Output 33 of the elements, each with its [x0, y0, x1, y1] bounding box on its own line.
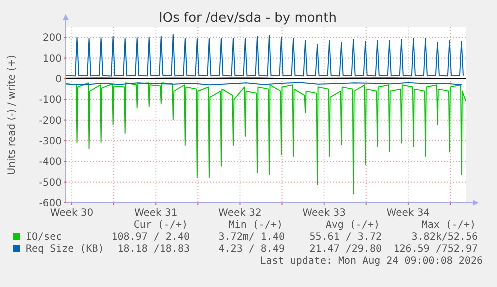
- x-tick-label: Week 31: [134, 208, 178, 219]
- text: 126.59 /752.97: [394, 244, 478, 255]
- y-tick-label: -100: [39, 95, 62, 106]
- legend-label: Req Size (KB): [26, 244, 104, 255]
- text: Last update: Mon Aug 24 09:00:08 2026: [260, 256, 483, 267]
- text: 21.47 /29.80: [310, 244, 382, 255]
- legend-label: IO/sec: [26, 232, 62, 243]
- y-tick-label: -200: [39, 116, 62, 127]
- y-axis-title: Units read (-) / write (+): [7, 55, 18, 176]
- text: 108.97 / 2.40: [112, 232, 190, 243]
- chart-title: IOs for /dev/sda - by month: [159, 11, 337, 26]
- y-tick-label: 0: [56, 74, 62, 86]
- text: Min (-/+): [228, 220, 283, 231]
- text: Cur (-/+): [134, 220, 188, 231]
- y-tick-label: -300: [39, 136, 62, 148]
- y-tick-label: -400: [39, 157, 62, 168]
- line-series: [66, 34, 464, 77]
- text: 3.72m/ 1.40: [218, 232, 285, 243]
- x-tick-label: Week 30: [50, 208, 94, 219]
- text: 18.18 /18.83: [118, 244, 190, 255]
- text: 55.61 / 3.72: [310, 232, 382, 243]
- y-tick-label: -500: [39, 178, 62, 189]
- text: 3.82k/52.56: [412, 232, 478, 243]
- y-tick-label: -600: [39, 198, 62, 210]
- x-tick-label: Week 32: [218, 208, 262, 219]
- y-tick-label: 200: [42, 33, 62, 44]
- text: Avg (-/+): [326, 220, 380, 231]
- x-tick-label: Week 33: [302, 208, 346, 219]
- line-series: [66, 82, 466, 195]
- text: Max (-/+): [422, 220, 476, 231]
- text: 4.23 / 8.49: [218, 244, 285, 255]
- x-tick-label: Week 34: [386, 208, 430, 219]
- y-tick-label: 100: [42, 54, 62, 65]
